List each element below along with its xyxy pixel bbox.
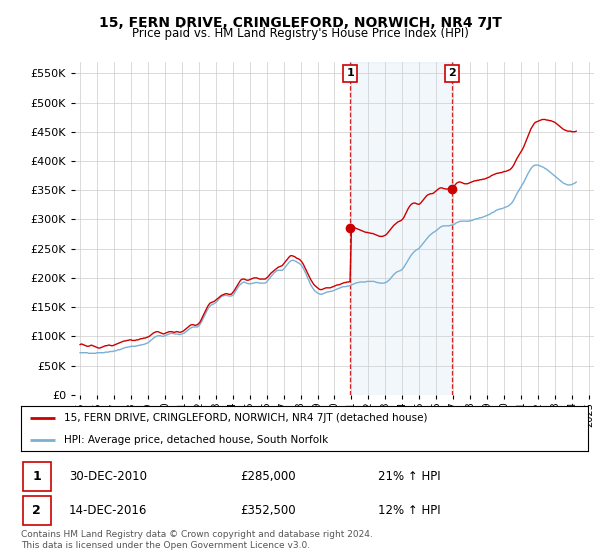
Text: 1: 1 xyxy=(32,470,41,483)
Text: 15, FERN DRIVE, CRINGLEFORD, NORWICH, NR4 7JT: 15, FERN DRIVE, CRINGLEFORD, NORWICH, NR… xyxy=(98,16,502,30)
Text: HPI: Average price, detached house, South Norfolk: HPI: Average price, detached house, Sout… xyxy=(64,435,328,445)
FancyBboxPatch shape xyxy=(23,496,50,525)
Text: 21% ↑ HPI: 21% ↑ HPI xyxy=(378,470,440,483)
Text: 12% ↑ HPI: 12% ↑ HPI xyxy=(378,503,440,517)
Text: Price paid vs. HM Land Registry's House Price Index (HPI): Price paid vs. HM Land Registry's House … xyxy=(131,27,469,40)
FancyBboxPatch shape xyxy=(23,462,50,491)
Text: £352,500: £352,500 xyxy=(240,503,296,517)
Text: £285,000: £285,000 xyxy=(240,470,296,483)
Text: 2: 2 xyxy=(32,503,41,517)
Text: 30-DEC-2010: 30-DEC-2010 xyxy=(69,470,147,483)
Text: 14-DEC-2016: 14-DEC-2016 xyxy=(69,503,148,517)
Bar xyxy=(350,62,452,395)
Text: 15, FERN DRIVE, CRINGLEFORD, NORWICH, NR4 7JT (detached house): 15, FERN DRIVE, CRINGLEFORD, NORWICH, NR… xyxy=(64,413,427,423)
Text: 2: 2 xyxy=(448,68,456,78)
Text: 1: 1 xyxy=(346,68,354,78)
Text: Contains HM Land Registry data © Crown copyright and database right 2024.
This d: Contains HM Land Registry data © Crown c… xyxy=(21,530,373,550)
